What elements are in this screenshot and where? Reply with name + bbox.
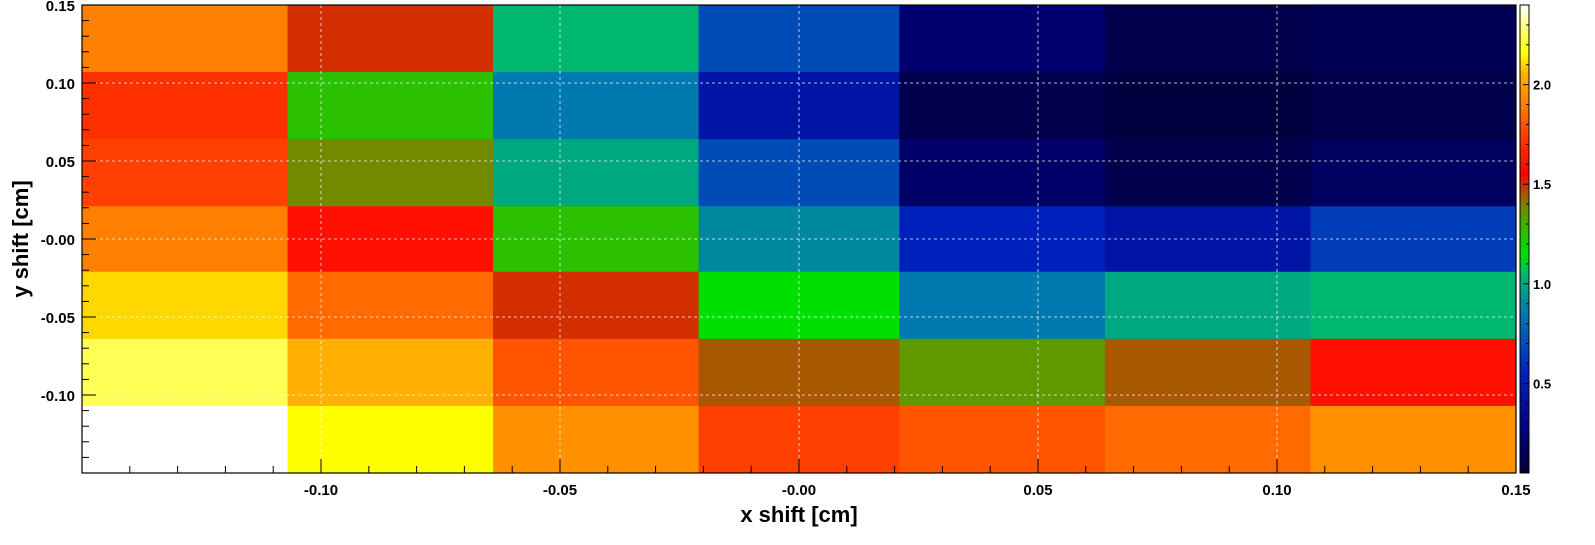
heatmap-cell (287, 72, 494, 140)
heatmap-cell (1104, 206, 1311, 273)
grid-lines (82, 5, 1516, 473)
heatmap-cell (1104, 338, 1311, 407)
heatmap-cell (287, 271, 494, 340)
heatmap-cell (1310, 139, 1517, 207)
heatmap-cell (82, 405, 289, 474)
colorbar-tick-label: 2.0 (1533, 78, 1551, 93)
x-tick-label: 0.15 (1501, 482, 1530, 499)
heatmap-cell (82, 271, 289, 340)
heatmap-cell (287, 405, 494, 474)
heatmap-cell (493, 405, 700, 474)
y-tick-label: 0.15 (46, 0, 75, 15)
x-tick-label: -0.00 (782, 482, 816, 499)
heatmap-cell (493, 271, 700, 340)
heatmap-cell (82, 338, 289, 407)
heatmap-cell (698, 72, 900, 140)
heatmap-cell (493, 206, 700, 273)
heatmap-cell (1104, 405, 1311, 474)
y-tick-label: 0.05 (46, 154, 75, 171)
colorbar-tick-label: 1.5 (1533, 177, 1551, 192)
heatmap-cell (1104, 5, 1311, 73)
y-tick-label: -0.05 (41, 310, 75, 327)
x-axis-ticks: -0.10 -0.05 -0.00 0.05 0.10 0.15 (81, 459, 1531, 499)
heatmap-cell (82, 5, 289, 73)
y-tick-label: 0.10 (46, 76, 75, 93)
heatmap-cell (899, 405, 1106, 474)
heatmap-cell (899, 72, 1106, 140)
y-axis-ticks: -0.10 -0.05 -0.00 0.05 0.10 0.15 (41, 0, 96, 474)
y-tick-label: -0.10 (41, 388, 75, 405)
heatmap-cell (287, 139, 494, 207)
heatmap-cell (82, 72, 289, 140)
heatmap-cell (287, 5, 494, 73)
heatmap-cell (493, 72, 700, 140)
x-tick-label: -0.10 (304, 482, 338, 499)
heatmap-cell (287, 338, 494, 407)
heatmap-cell (1104, 271, 1311, 340)
heatmap-cell (82, 139, 289, 207)
heatmap-cell (1310, 5, 1517, 73)
heatmap-cell (899, 271, 1106, 340)
y-axis-title: y shift [cm] (8, 180, 33, 297)
colorbar-tick-label: 1.0 (1533, 277, 1551, 292)
heatmap-cell (1310, 271, 1517, 340)
heatmap-cell (899, 139, 1106, 207)
heatmap-cell (1310, 405, 1517, 474)
heatmap-cell (899, 5, 1106, 73)
heatmap-cell (1104, 72, 1311, 140)
heatmap-cell (493, 139, 700, 207)
heatmap-cell (698, 5, 900, 73)
x-tick-label: 0.05 (1023, 482, 1052, 499)
heatmap-cell (493, 338, 700, 407)
y-tick-label: -0.00 (41, 232, 75, 249)
x-tick-label: 0.10 (1262, 482, 1291, 499)
heatmap-cell (899, 338, 1106, 407)
heatmap-cell (493, 5, 700, 73)
heatmap-cells (82, 5, 1517, 474)
colorbar-ticks: 0.5 1.0 1.5 2.0 (1523, 24, 1551, 464)
colorbar-tick-label: 0.5 (1533, 376, 1551, 391)
x-axis-title: x shift [cm] (740, 502, 857, 527)
heatmap-cell (1310, 206, 1517, 273)
colorbar (1519, 4, 1530, 474)
heatmap-cell (1104, 139, 1311, 207)
heatmap-cell (1310, 338, 1517, 407)
heatmap-cell (1310, 72, 1517, 140)
x-tick-label: -0.05 (543, 482, 577, 499)
